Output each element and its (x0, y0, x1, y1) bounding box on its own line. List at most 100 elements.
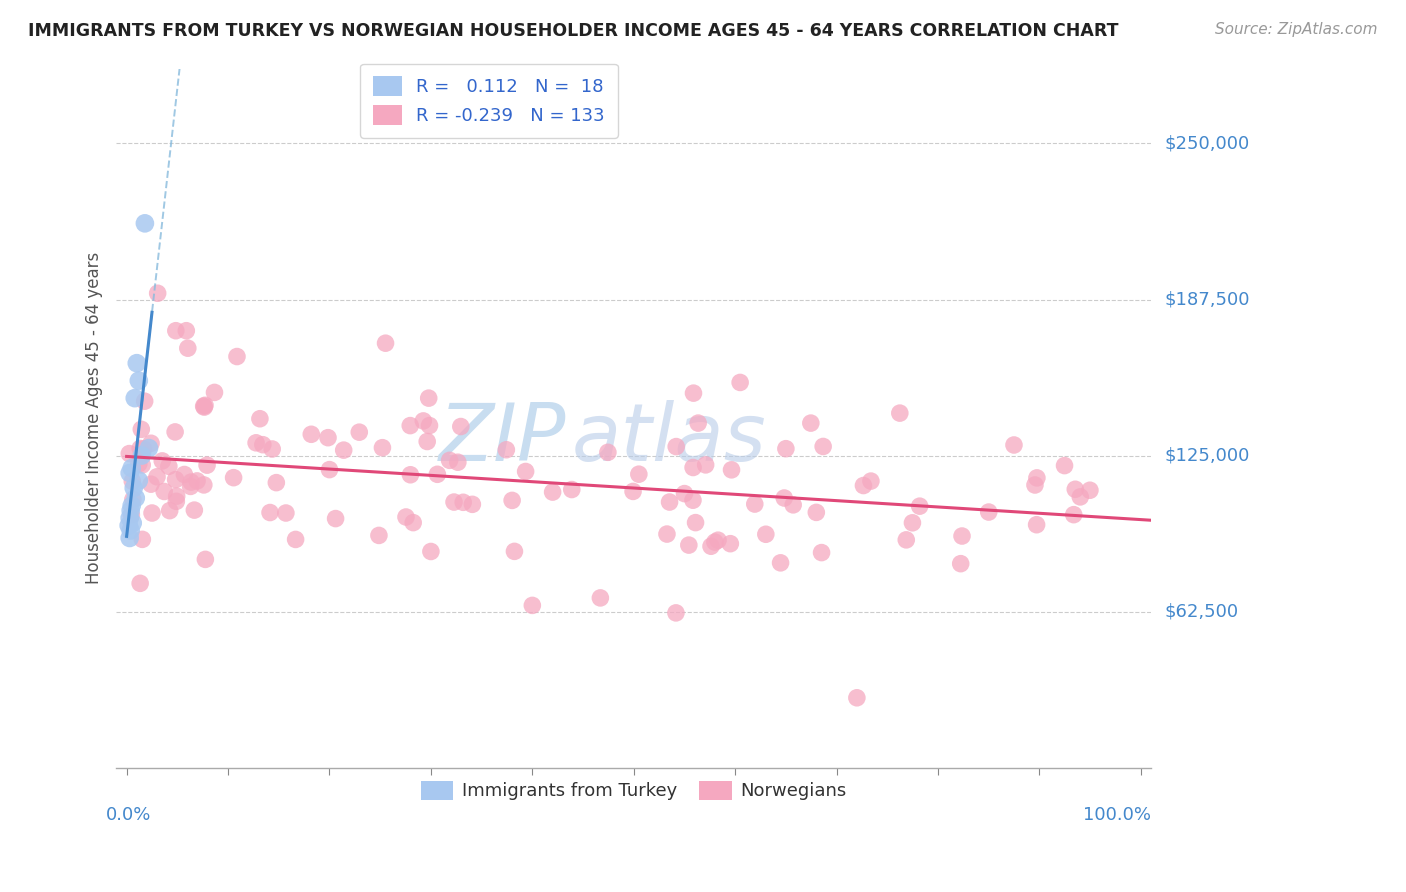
Point (418, 418, 440, 433)
Text: $187,500: $187,500 (1166, 291, 1250, 309)
Point (121, 474, 143, 488)
Point (194, 398, 217, 412)
Point (371, 441, 394, 455)
Point (193, 478, 215, 492)
Point (186, 474, 208, 488)
Point (173, 467, 195, 482)
Point (402, 516, 425, 530)
Point (399, 467, 422, 482)
Point (134, 394, 156, 409)
Point (1024, 478, 1046, 492)
Point (299, 427, 322, 442)
Point (121, 499, 143, 513)
Point (399, 418, 422, 433)
Point (146, 470, 169, 484)
Point (1025, 471, 1047, 485)
Text: $125,000: $125,000 (1166, 447, 1250, 465)
Point (515, 465, 537, 479)
Point (461, 497, 484, 511)
Point (450, 419, 472, 434)
Point (665, 606, 688, 620)
Point (128, 474, 150, 488)
Point (222, 471, 245, 485)
Point (332, 443, 354, 458)
Point (495, 442, 517, 457)
Point (165, 425, 187, 439)
Point (128, 374, 150, 388)
Point (950, 529, 973, 543)
Point (226, 350, 249, 364)
Point (395, 510, 418, 524)
Point (773, 491, 796, 505)
Point (165, 494, 187, 508)
Point (193, 399, 215, 413)
Text: 0.0%: 0.0% (105, 806, 152, 824)
Point (159, 503, 181, 517)
Point (845, 690, 868, 705)
Point (665, 440, 688, 454)
Point (782, 498, 804, 512)
Point (150, 454, 173, 468)
Point (131, 458, 153, 472)
Point (349, 425, 371, 440)
Y-axis label: Householder Income Ages 45 - 64 years: Householder Income Ages 45 - 64 years (86, 252, 103, 584)
Point (284, 533, 307, 547)
Point (1025, 517, 1047, 532)
Point (426, 467, 449, 482)
Point (682, 493, 704, 508)
Point (728, 376, 751, 390)
Point (852, 478, 875, 492)
Point (503, 544, 526, 558)
Point (259, 506, 281, 520)
Point (682, 386, 704, 401)
Point (166, 489, 188, 503)
Point (561, 483, 583, 497)
Point (122, 481, 145, 495)
Point (129, 576, 152, 591)
Point (908, 499, 931, 513)
Point (262, 442, 284, 456)
Point (811, 440, 834, 454)
Point (249, 411, 271, 425)
Text: 100.0%: 100.0% (1083, 806, 1152, 824)
Text: atlas: atlas (572, 401, 766, 478)
Point (744, 497, 766, 511)
Point (901, 516, 924, 530)
Point (125, 491, 148, 505)
Point (325, 511, 347, 525)
Point (125, 356, 148, 370)
Point (718, 537, 741, 551)
Point (682, 460, 704, 475)
Point (695, 458, 717, 472)
Point (627, 467, 650, 482)
Point (1078, 483, 1101, 498)
Text: $62,500: $62,500 (1166, 603, 1239, 621)
Point (138, 441, 160, 455)
Point (180, 475, 202, 489)
Point (252, 438, 274, 452)
Point (118, 518, 141, 533)
Point (443, 495, 465, 509)
Point (673, 486, 696, 500)
Point (596, 445, 619, 459)
Point (118, 447, 141, 461)
Point (1063, 508, 1085, 522)
Point (120, 508, 142, 522)
Point (120, 503, 142, 517)
Text: IMMIGRANTS FROM TURKEY VS NORWEGIAN HOUSEHOLDER INCOME AGES 45 - 64 YEARS CORREL: IMMIGRANTS FROM TURKEY VS NORWEGIAN HOUS… (28, 22, 1119, 40)
Point (245, 435, 267, 450)
Point (1064, 483, 1087, 497)
Point (977, 505, 1000, 519)
Point (153, 484, 176, 499)
Legend: Immigrants from Turkey, Norwegians: Immigrants from Turkey, Norwegians (413, 773, 853, 807)
Point (419, 544, 441, 558)
Point (522, 599, 544, 613)
Point (165, 324, 187, 338)
Point (720, 463, 742, 477)
Point (180, 479, 202, 493)
Point (128, 457, 150, 471)
Point (129, 442, 152, 456)
Point (266, 475, 288, 490)
Point (700, 539, 723, 553)
Point (658, 495, 681, 509)
